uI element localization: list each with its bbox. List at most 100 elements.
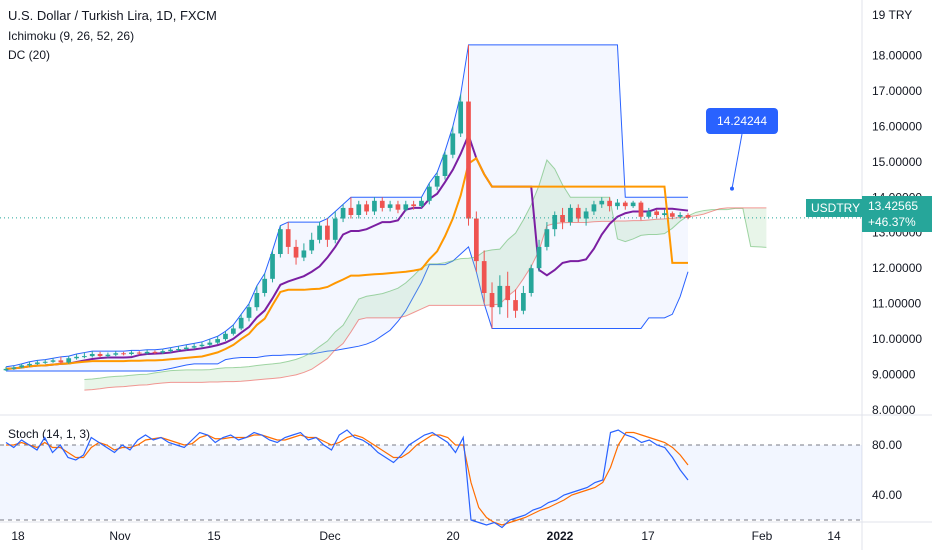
candle-body	[536, 246, 542, 269]
candle-body	[270, 254, 275, 279]
candle-body	[66, 358, 72, 363]
candle-body	[278, 229, 283, 254]
candle-body	[238, 317, 244, 329]
price-tick-label: 10.00000	[872, 332, 922, 346]
last-price: 13.42565	[868, 199, 919, 213]
candle-body	[356, 204, 362, 215]
candle-body	[583, 211, 589, 219]
candle-body	[615, 202, 620, 207]
price-tick-label: 12.00000	[872, 261, 922, 275]
candle-body	[521, 293, 526, 311]
candle-body	[685, 215, 691, 218]
price-tick-label: 17.00000	[872, 84, 922, 98]
candle-body	[285, 229, 291, 247]
candle-body	[607, 200, 612, 207]
candle-body	[403, 204, 409, 210]
candle-body	[254, 293, 260, 308]
last-price-tag: 13.42565 +46.37%	[862, 196, 932, 232]
candle-body	[246, 307, 252, 318]
candle-body	[215, 339, 221, 343]
donchian-legend[interactable]: DC (20)	[8, 48, 51, 62]
candle-body	[379, 200, 385, 208]
time-tick-label: Dec	[319, 529, 340, 543]
candle-body	[42, 361, 48, 363]
callout-pointer	[731, 133, 743, 189]
candle-body	[662, 213, 667, 215]
callout-anchor	[730, 186, 734, 191]
stoch-k-line	[5, 429, 689, 529]
candle-body	[552, 215, 558, 230]
ichimoku-span-b	[84, 207, 767, 391]
candle-body	[176, 349, 181, 351]
candle-body	[3, 368, 9, 371]
candle-body	[622, 202, 628, 207]
candle-body	[74, 356, 79, 359]
candle-body	[160, 351, 166, 353]
candle-body	[560, 215, 565, 223]
candle-body	[646, 211, 652, 217]
candle-body	[528, 268, 534, 293]
candle-body	[489, 293, 495, 308]
stoch-legend[interactable]: Stoch (14, 1, 3)	[8, 427, 91, 441]
time-tick-label: 17	[641, 529, 655, 543]
candle-body	[677, 215, 683, 217]
candle-body	[35, 362, 40, 364]
candle-body	[348, 207, 354, 215]
candle-body	[505, 285, 511, 301]
currency-label: 19 TRY	[872, 8, 912, 22]
candle-body	[11, 367, 17, 369]
candle-body	[434, 176, 440, 187]
ichimoku-base-line	[5, 156, 688, 370]
donchian-upper	[5, 44, 688, 368]
candle-body	[332, 218, 338, 240]
candle-body	[654, 211, 659, 215]
candle-body	[481, 261, 487, 293]
time-tick-label: Nov	[109, 529, 130, 543]
candle-body	[387, 204, 393, 208]
ichimoku-legend[interactable]: Ichimoku (9, 26, 52, 26)	[8, 29, 135, 43]
candle-body	[458, 101, 464, 134]
candle-body	[183, 347, 189, 350]
candle-body	[152, 351, 158, 353]
candle-body	[223, 333, 228, 340]
candle-body	[27, 363, 32, 366]
price-tick-label: 11.00000	[872, 297, 921, 311]
price-change: +46.37%	[868, 215, 916, 229]
ichimoku-conversion-line	[5, 132, 689, 370]
price-tick-label: 8.00000	[872, 403, 916, 417]
candle-body	[129, 352, 134, 354]
candle-body	[207, 342, 213, 345]
candle-body	[450, 133, 456, 155]
candle-body	[426, 186, 432, 201]
candle-body	[442, 154, 448, 176]
candle-body	[466, 101, 471, 219]
time-tick-label: 18	[11, 529, 25, 543]
candle-body	[50, 360, 56, 362]
candle-body	[599, 200, 605, 205]
candle-body	[372, 200, 377, 212]
price-callout[interactable]: 14.24244	[706, 108, 778, 134]
candle-body	[301, 250, 307, 258]
candle-body	[19, 365, 25, 368]
candle-body	[325, 225, 330, 240]
candle-body	[568, 207, 573, 223]
candle-body	[317, 225, 322, 240]
candle-body	[411, 204, 416, 207]
candle-body	[591, 204, 597, 212]
candle-body	[419, 200, 424, 207]
candle-body	[638, 202, 644, 217]
price-tick-label: 15.00000	[872, 155, 922, 169]
time-tick-label: 2022	[547, 529, 574, 543]
time-tick-label: 20	[446, 529, 460, 543]
time-tick-label: 15	[207, 529, 221, 543]
currency-prefix-digits: 19	[872, 8, 886, 22]
candle-body	[82, 356, 87, 358]
candle-body	[262, 278, 268, 293]
candle-body	[136, 352, 142, 354]
candle-body	[58, 360, 64, 363]
candle-body	[630, 202, 636, 207]
candle-body	[121, 353, 126, 355]
candle-body	[395, 204, 401, 210]
candle-body	[293, 246, 299, 258]
